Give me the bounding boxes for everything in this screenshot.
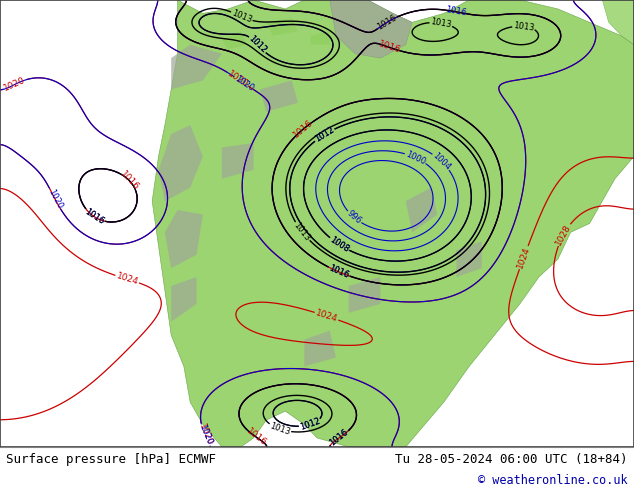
Text: 1012: 1012 xyxy=(299,416,321,432)
Text: 1016: 1016 xyxy=(83,207,106,226)
Text: 1020: 1020 xyxy=(226,69,250,89)
Polygon shape xyxy=(171,277,197,322)
Text: 1016: 1016 xyxy=(245,427,268,448)
Text: 1016: 1016 xyxy=(328,264,351,280)
Text: 1020: 1020 xyxy=(3,76,27,93)
Text: 1012: 1012 xyxy=(313,125,336,144)
Text: 1016: 1016 xyxy=(292,118,315,140)
Text: 996: 996 xyxy=(345,209,363,226)
Text: 1024: 1024 xyxy=(115,271,139,287)
Text: © weatheronline.co.uk: © weatheronline.co.uk xyxy=(478,473,628,487)
Text: 1020: 1020 xyxy=(46,187,64,210)
Text: 1012: 1012 xyxy=(247,34,268,55)
Polygon shape xyxy=(330,0,412,58)
Text: 1020: 1020 xyxy=(233,74,255,93)
Text: 1016: 1016 xyxy=(83,207,106,226)
Text: 1013: 1013 xyxy=(230,8,253,24)
Polygon shape xyxy=(406,188,437,232)
Polygon shape xyxy=(349,277,380,313)
Polygon shape xyxy=(266,18,298,36)
Polygon shape xyxy=(158,125,203,201)
Text: 1016: 1016 xyxy=(118,169,141,192)
Polygon shape xyxy=(152,0,634,447)
Text: 1013: 1013 xyxy=(513,21,535,32)
Polygon shape xyxy=(222,143,254,179)
Text: 1016: 1016 xyxy=(375,13,398,32)
Text: 1013: 1013 xyxy=(430,17,452,29)
Text: 1012: 1012 xyxy=(299,416,321,432)
Polygon shape xyxy=(311,31,330,45)
Polygon shape xyxy=(171,45,222,89)
Text: 1016: 1016 xyxy=(328,428,350,448)
Text: 1024: 1024 xyxy=(314,308,339,324)
Text: 1008: 1008 xyxy=(328,235,351,254)
Text: 1016: 1016 xyxy=(328,428,350,448)
Polygon shape xyxy=(222,31,247,49)
Text: 1000: 1000 xyxy=(404,149,427,166)
Text: 1020: 1020 xyxy=(197,423,214,447)
Text: 1012: 1012 xyxy=(313,125,336,144)
Text: 1013: 1013 xyxy=(268,421,292,437)
Text: 1012: 1012 xyxy=(247,34,268,55)
Text: 1004: 1004 xyxy=(430,151,452,172)
Text: 1028: 1028 xyxy=(554,222,573,247)
Text: 1013: 1013 xyxy=(292,220,312,243)
Text: 1008: 1008 xyxy=(328,235,351,254)
Text: Tu 28-05-2024 06:00 UTC (18+84): Tu 28-05-2024 06:00 UTC (18+84) xyxy=(395,453,628,466)
Polygon shape xyxy=(456,241,482,277)
Polygon shape xyxy=(165,210,203,268)
Text: 1016: 1016 xyxy=(378,40,403,55)
Text: 1016: 1016 xyxy=(328,264,351,280)
Text: 1016: 1016 xyxy=(444,5,467,18)
Text: Surface pressure [hPa] ECMWF: Surface pressure [hPa] ECMWF xyxy=(6,453,216,466)
Text: 1020: 1020 xyxy=(197,424,214,446)
Text: 1024: 1024 xyxy=(515,245,532,270)
Polygon shape xyxy=(260,80,298,112)
Polygon shape xyxy=(602,0,634,45)
Polygon shape xyxy=(304,331,336,367)
